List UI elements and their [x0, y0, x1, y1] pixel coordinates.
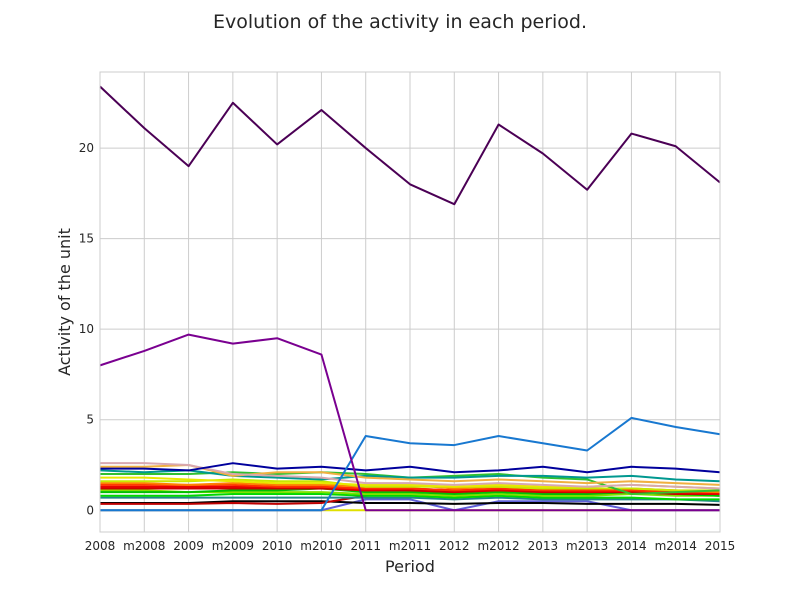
series-line-1 [99, 85, 721, 206]
x-tick-label: 2015 [705, 539, 736, 553]
y-tick-label: 15 [79, 232, 94, 246]
x-tick-label: m2009 [212, 539, 254, 553]
x-tick-label: m2012 [477, 539, 519, 553]
plot-frame [99, 71, 721, 533]
series-line-4 [100, 462, 721, 474]
series-line-17 [100, 492, 720, 501]
x-tick-label: 2013 [528, 539, 559, 553]
x-tick-label: m2010 [300, 539, 342, 553]
y-tick-labels: 0 5 10 15 20 [79, 141, 94, 517]
series-line-2 [99, 333, 720, 512]
x-tick-label: m2008 [123, 539, 165, 553]
series-line-18 [100, 496, 721, 503]
grid [99, 72, 721, 532]
x-tick-label: 2011 [350, 539, 381, 553]
x-tick-label: 2014 [616, 539, 647, 553]
x-tick-labels: 2008 m2008 2009 m2009 2010 m2010 2011 m2011 2012… [85, 539, 736, 553]
series-lines [99, 85, 721, 512]
x-axis-label: Period [385, 557, 435, 576]
x-tick-label: m2011 [389, 539, 431, 553]
y-tick-label: 5 [86, 413, 94, 427]
y-axis-label: Activity of the unit [55, 228, 74, 376]
x-tick-label: 2009 [173, 539, 204, 553]
x-tick-label: m2014 [655, 539, 697, 553]
y-tick-label: 20 [79, 141, 94, 155]
x-tick-label: 2012 [439, 539, 470, 553]
x-tick-label: 2008 [85, 539, 116, 553]
y-tick-label: 0 [86, 503, 94, 517]
x-tick-label: 2010 [262, 539, 293, 553]
y-tick-label: 10 [79, 322, 94, 336]
series-line-14 [100, 487, 720, 495]
series-line-20 [100, 500, 721, 506]
series-line-3 [100, 416, 721, 512]
x-tick-label: m2013 [566, 539, 608, 553]
series-line-7 [99, 469, 721, 483]
chart-title: Evolution of the activity in each period… [213, 11, 587, 33]
